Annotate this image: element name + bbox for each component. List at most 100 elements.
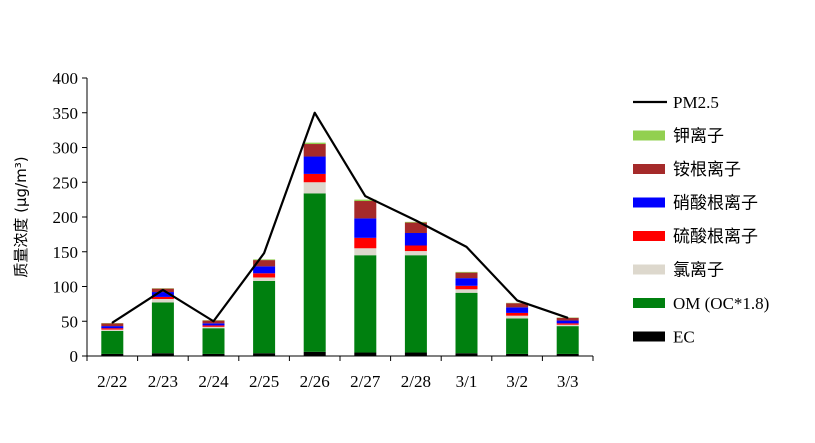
bar-segment — [506, 315, 529, 319]
y-axis-label: 质量浓度 (μg/m³) — [12, 156, 30, 277]
bar-segment — [556, 326, 579, 354]
legend-label: EC — [673, 328, 695, 347]
bar-segment — [354, 248, 377, 256]
pm25-point — [313, 111, 316, 114]
bar-segment — [354, 218, 377, 238]
bar-segment — [404, 251, 427, 256]
bar-segment — [253, 280, 276, 354]
x-tick-label: 2/22 — [97, 372, 127, 391]
legend-label: 钾离子 — [673, 127, 724, 146]
bar-segment — [455, 278, 478, 286]
y-tick-label: 0 — [70, 347, 79, 366]
x-tick-label: 3/3 — [557, 372, 579, 391]
pm25-point — [263, 252, 265, 254]
pm25-point — [516, 299, 518, 302]
bar-segment — [556, 317, 579, 321]
bar-segment — [253, 260, 276, 267]
bar-segment — [506, 307, 529, 313]
x-tick-label: 2/26 — [300, 372, 330, 391]
bar-segment — [404, 222, 427, 233]
bar-segment — [303, 193, 326, 352]
bar-segment — [455, 272, 478, 279]
legend-label: PM2.5 — [673, 93, 719, 112]
pm25-point — [415, 219, 417, 222]
legend-label: 铵根离子 — [673, 160, 741, 179]
pm25-point — [364, 195, 367, 197]
bar-segment — [202, 325, 225, 327]
bar-segment — [455, 292, 478, 354]
x-tick-label: 2/23 — [148, 372, 178, 391]
bars — [101, 142, 579, 356]
bar-segment — [101, 326, 124, 329]
y-tick-label: 350 — [53, 104, 79, 123]
legend-label: 硝酸根离子 — [673, 194, 758, 213]
bar-segment — [455, 353, 478, 356]
bar-segment — [303, 173, 326, 183]
bar-segment — [303, 144, 326, 157]
x-tick-label: 2/28 — [401, 372, 431, 391]
y-tick-label: 400 — [53, 69, 79, 88]
legend-swatch — [633, 298, 665, 308]
legend-label: 硫酸根离子 — [673, 227, 758, 246]
bar-segment — [404, 232, 427, 246]
bar-segment — [556, 353, 579, 356]
bar-segment — [253, 266, 276, 274]
x-tick-label: 3/2 — [506, 372, 528, 391]
bar-segment — [455, 289, 478, 293]
bar-segment — [202, 323, 225, 326]
y-tick-label: 250 — [53, 173, 79, 192]
pm25-line-group — [111, 111, 569, 324]
bar-segment — [303, 156, 326, 174]
y-tick-label: 150 — [53, 243, 79, 262]
bar-segment — [253, 277, 276, 281]
bar-segment — [101, 323, 124, 327]
bar-segment — [506, 303, 529, 308]
legend-swatch — [633, 130, 665, 141]
bar-segment — [455, 271, 478, 273]
bar-segment — [151, 353, 174, 356]
bar-segment — [354, 201, 377, 219]
bar-segment — [404, 255, 427, 353]
bar-segment — [506, 353, 529, 356]
legend-swatch — [633, 197, 665, 208]
x-tick-label: 3/1 — [456, 372, 478, 391]
bar-segment — [101, 328, 124, 330]
bar-segment — [354, 237, 377, 249]
legend-label: OM (OC*1.8) — [673, 294, 769, 313]
bar-segment — [202, 353, 225, 356]
bar-segment — [506, 312, 529, 316]
legend-swatch — [633, 331, 665, 342]
pm25-point — [111, 321, 114, 324]
bar-segment — [303, 351, 326, 356]
legend-label: 氯离子 — [673, 261, 724, 280]
bar-segment — [404, 221, 427, 223]
pm25-point — [566, 316, 569, 319]
bar-segment — [354, 255, 377, 353]
bar-segment — [151, 302, 174, 354]
axes: 0 50 100 150 200 250 300 350 400 2/22 2/23 2/24 2/25… — [53, 69, 594, 391]
bar-segment — [303, 182, 326, 194]
bar-segment — [151, 292, 174, 297]
bar-segment — [556, 320, 579, 324]
bar-segment — [556, 324, 579, 327]
bar-segment — [253, 259, 276, 261]
y-tick-label: 300 — [53, 139, 79, 158]
bar-segment — [556, 323, 579, 325]
bar-segment — [506, 318, 529, 354]
legend-swatch — [633, 231, 665, 241]
pm25-point — [212, 320, 215, 323]
y-tick-label: 100 — [53, 278, 79, 297]
pm25-line — [111, 111, 569, 324]
bar-segment — [202, 328, 225, 354]
bar-segment — [354, 199, 377, 202]
x-tick-label: 2/24 — [198, 372, 229, 391]
bar-segment — [101, 353, 124, 356]
bar-segment — [253, 353, 276, 356]
bar-segment — [101, 330, 124, 354]
bar-segment — [404, 245, 427, 252]
bar-segment — [303, 142, 326, 145]
bar-segment — [253, 273, 276, 278]
bar-segment — [354, 352, 377, 356]
bar-segment — [404, 352, 427, 356]
